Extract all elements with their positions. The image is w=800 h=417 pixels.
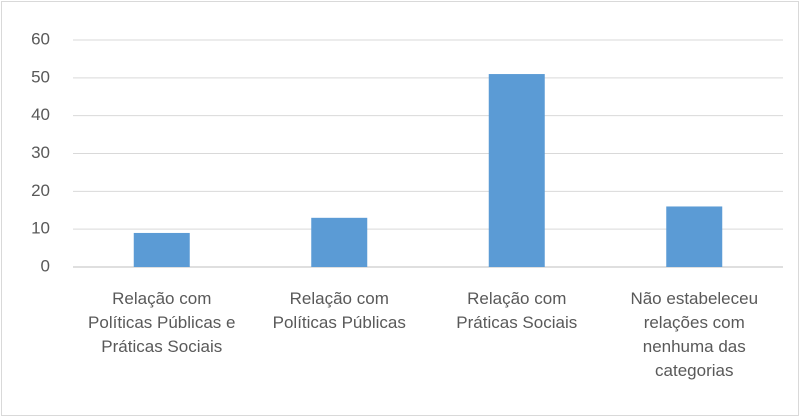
y-tick-label: 0 <box>41 256 50 275</box>
bar <box>666 206 723 267</box>
bar <box>133 232 190 267</box>
x-tick-label: Relação com Políticas Públicas e Prática… <box>88 289 236 356</box>
y-tick-label: 30 <box>31 143 50 162</box>
y-tick-label: 10 <box>31 219 50 238</box>
x-tick-label: Relação com Políticas Públicas <box>272 289 406 332</box>
y-tick-label: 50 <box>31 67 50 86</box>
y-tick-label: 40 <box>31 105 50 124</box>
x-tick-label: Não estabeleceu relações com nenhuma das… <box>630 289 759 380</box>
x-tick-label: Relação com Práticas Sociais <box>456 289 578 332</box>
y-tick-label: 60 <box>31 29 50 48</box>
bar <box>311 217 368 267</box>
y-tick-label: 20 <box>31 181 50 200</box>
bar <box>488 74 545 267</box>
